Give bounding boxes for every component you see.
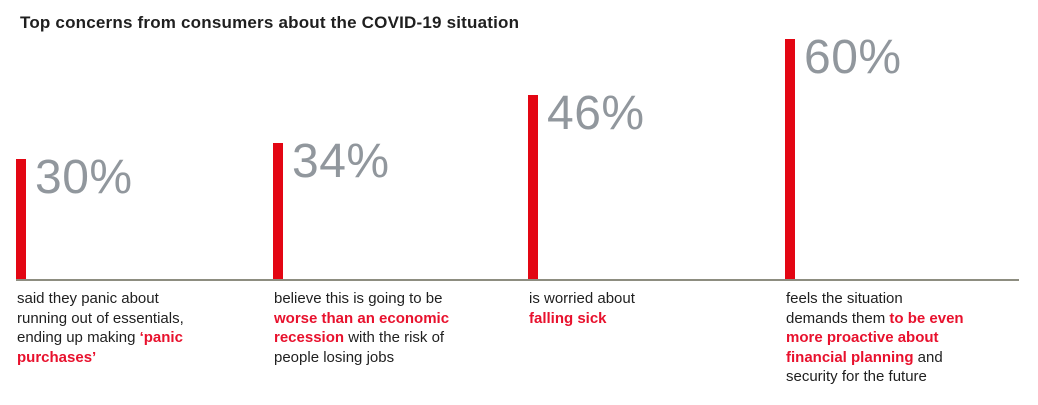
description-emphasis: ‘panic bbox=[139, 329, 183, 346]
description-emphasis: more proactive about bbox=[786, 329, 939, 346]
description-emphasis: worse than an economic bbox=[274, 309, 450, 327]
bar-description: is worried about falling sick bbox=[529, 289, 779, 328]
description-text: is worried about bbox=[529, 290, 635, 307]
bar-value-label: 60% bbox=[804, 31, 902, 84]
description-text: people losing jobs bbox=[274, 348, 395, 366]
description-text: security for the future bbox=[786, 368, 927, 385]
description-text: believe this is going to be bbox=[274, 290, 443, 307]
description-text: demands them bbox=[786, 309, 890, 327]
bar-value-label: 46% bbox=[547, 87, 645, 140]
description-emphasis: financial planning bbox=[786, 348, 914, 366]
bar bbox=[528, 95, 538, 279]
bar-description: said they panic about running out of esse… bbox=[17, 289, 267, 367]
description-text: running out of essentials, bbox=[17, 309, 184, 327]
chart-title: Top concerns from consumers about the CO… bbox=[20, 13, 520, 32]
bar-value-label: 30% bbox=[35, 151, 133, 204]
description-text: feels the situation bbox=[786, 290, 903, 307]
description-emphasis: recession bbox=[274, 329, 345, 346]
bar-value-label: 34% bbox=[292, 135, 390, 188]
bar bbox=[273, 143, 283, 279]
bar-description: feels the situation demands them to be ev… bbox=[786, 289, 1036, 387]
description-text: ending up making bbox=[17, 329, 140, 346]
bar bbox=[16, 159, 26, 279]
description-emphasis: purchases’ bbox=[17, 348, 97, 366]
axis-baseline bbox=[16, 279, 1019, 281]
description-text: said they panic about bbox=[17, 290, 159, 307]
bar bbox=[785, 39, 795, 279]
description-text: and bbox=[913, 348, 943, 366]
description-text: with the risk of bbox=[344, 329, 445, 346]
description-emphasis: to be even bbox=[889, 309, 964, 327]
bar-description: believe this is going to be worse than an… bbox=[274, 289, 524, 367]
description-emphasis: falling sick bbox=[529, 309, 607, 327]
